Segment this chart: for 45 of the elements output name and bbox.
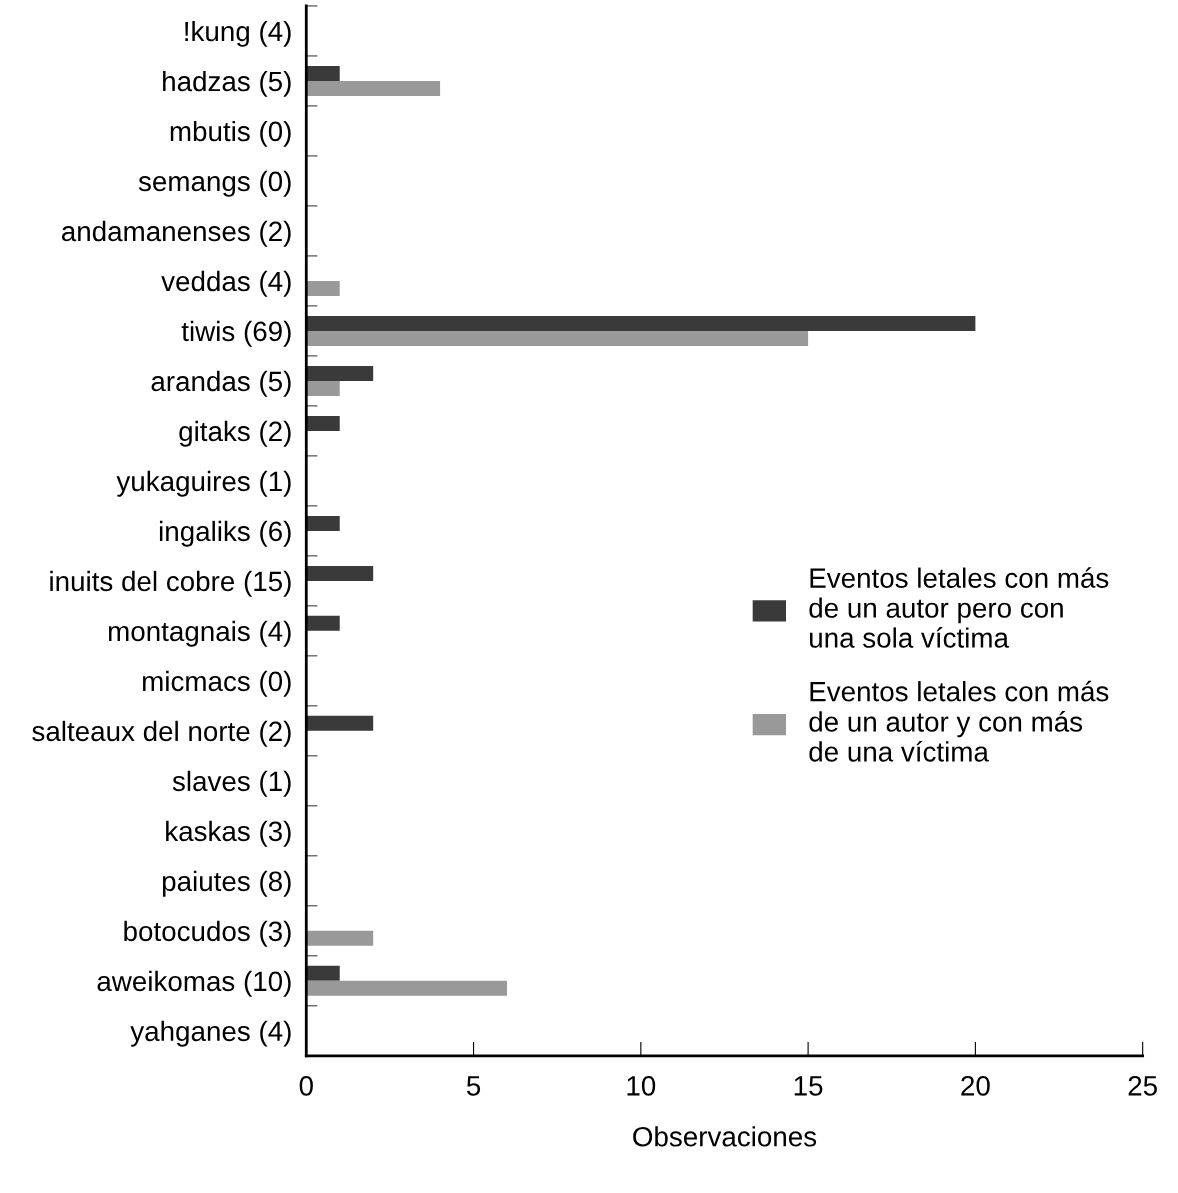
bar <box>306 315 976 331</box>
x-tick-label: 25 <box>1128 1075 1157 1096</box>
y-tick-label: kaskas (3) <box>166 820 291 847</box>
y-tick-label: yukaguires (1) <box>116 470 291 497</box>
bar <box>306 330 809 346</box>
y-tick-label: ingaliks (6) <box>159 520 291 547</box>
legend-label: Eventos letales con más de un autor y con más de una víctima <box>809 680 1109 762</box>
y-tick-label: veddas (4) <box>161 270 291 297</box>
y-tick-label: hadzas (5) <box>163 70 291 97</box>
y-tick-label: yahganes (4) <box>130 1020 291 1047</box>
x-axis-title: Observaciones <box>633 1126 817 1147</box>
bar <box>306 65 340 81</box>
y-tick-label: slaves (1) <box>172 770 291 797</box>
x-tick-label: 0 <box>299 1075 313 1096</box>
y-tick-label: aweikomas (10) <box>97 970 291 997</box>
y-tick-label: !kung (4) <box>185 20 291 47</box>
y-tick-label: inuits del cobre (15) <box>50 570 291 597</box>
bar <box>306 615 340 631</box>
x-tick-label: 5 <box>466 1076 481 1096</box>
y-tick-label: paiutes (8) <box>162 870 291 897</box>
bar <box>306 965 340 981</box>
y-tick-label: salteaux del norte (2) <box>32 720 291 747</box>
bar <box>306 80 441 96</box>
y-tick-label: tiwis (69) <box>181 320 291 347</box>
y-tick-label: gitaks (2) <box>179 420 291 447</box>
bar <box>306 515 340 531</box>
y-tick-label: mbutis (0) <box>170 120 291 147</box>
bar <box>306 930 374 946</box>
y-tick-label: andamanenses (2) <box>61 220 291 247</box>
bar <box>306 980 508 996</box>
legend-label: Eventos letales con más de un autor pero con una sola víctima <box>809 567 1109 648</box>
bar <box>306 415 340 431</box>
y-tick-label: botocudos (3) <box>124 920 291 947</box>
y-tick-label: montagnais (4) <box>108 620 291 647</box>
bar <box>306 715 374 731</box>
bar <box>306 380 340 396</box>
bar <box>306 365 374 381</box>
x-tick-label: 20 <box>961 1075 990 1096</box>
y-tick-label: semangs (0) <box>138 170 291 197</box>
x-tick-label: 15 <box>794 1076 823 1096</box>
y-tick-label: micmacs (0) <box>143 670 291 697</box>
x-tick-label: 10 <box>627 1075 656 1096</box>
bar <box>306 565 374 581</box>
y-tick-label: arandas (5) <box>151 370 291 397</box>
bar <box>306 280 340 296</box>
